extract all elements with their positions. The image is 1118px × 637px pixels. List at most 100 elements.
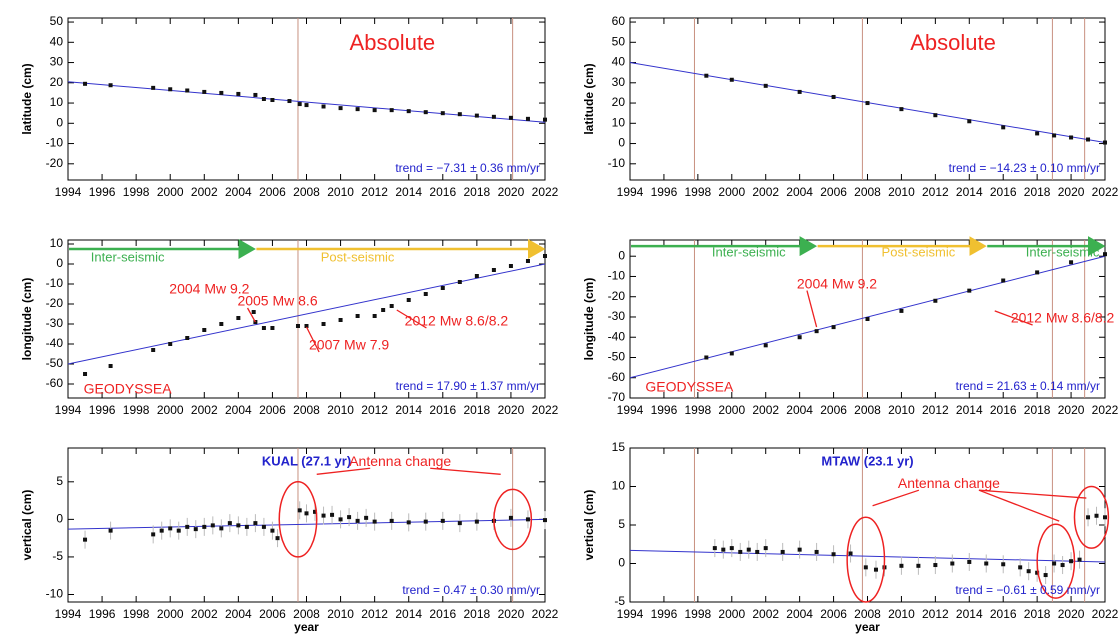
data-point [261, 524, 266, 529]
data-point [738, 549, 743, 554]
data-point [1060, 563, 1065, 568]
data-point [338, 517, 343, 522]
x-tick-label: 2004 [225, 403, 252, 417]
data-point [1069, 559, 1074, 564]
data-point [899, 107, 904, 112]
y-tick-label: 0 [56, 256, 63, 270]
data-point [950, 561, 955, 566]
x-tick-label: 2000 [157, 403, 184, 417]
annotation-leader [872, 489, 920, 507]
data-point [1052, 133, 1057, 138]
annotation-leader [978, 489, 1087, 499]
data-point [347, 515, 352, 520]
annotation: 2005 Mw 8.6 [237, 293, 317, 309]
data-point [933, 563, 938, 568]
data-point [168, 342, 173, 346]
data-point [168, 87, 173, 92]
data-point [108, 528, 113, 533]
data-point [355, 314, 360, 318]
x-tick-label: 2012 [361, 185, 388, 199]
data-point [899, 563, 904, 568]
data-point [304, 511, 309, 516]
x-tick-label: 2018 [1024, 185, 1051, 199]
x-tick-label: 2004 [786, 403, 813, 417]
y-tick-label: 60 [612, 14, 626, 28]
x-tick-label: 2012 [922, 403, 949, 417]
data-point [525, 517, 530, 522]
data-point [729, 77, 734, 82]
x-tick-label: 2010 [888, 403, 915, 417]
highlight-ellipse [493, 488, 533, 551]
trend-line [629, 549, 1106, 563]
trend-text: trend = 17.90 ± 1.37 mm/yr [396, 379, 540, 393]
x-tick-label: 2000 [157, 607, 184, 621]
data-point [389, 108, 394, 113]
data-point [423, 110, 428, 115]
y-tick-label: -20 [46, 296, 64, 310]
data-point [863, 565, 868, 570]
data-point [236, 316, 241, 320]
data-point [814, 329, 819, 334]
x-tick-label: 2008 [293, 607, 320, 621]
data-point [1035, 270, 1040, 275]
x-tick-label: 2002 [191, 607, 218, 621]
y-tick-label: 10 [612, 479, 626, 493]
data-point [261, 326, 266, 330]
x-axis-label: year [294, 620, 319, 634]
data-point [763, 343, 768, 348]
data-point [797, 89, 802, 94]
data-point [227, 521, 232, 526]
y-tick-label: 10 [50, 95, 64, 109]
annotation-leader [806, 290, 818, 328]
y-axis-label: longitude (cm) [20, 278, 34, 361]
data-point [297, 102, 302, 107]
data-point [193, 527, 198, 532]
data-point [440, 518, 445, 523]
y-tick-label: 5 [618, 517, 625, 531]
y-tick-label: 10 [50, 236, 64, 250]
y-tick-label: -10 [608, 269, 626, 283]
data-point [372, 108, 377, 113]
data-point [474, 113, 479, 118]
annotation-leader [396, 309, 427, 329]
x-tick-label: 2022 [532, 403, 559, 417]
y-tick-label: -70 [608, 390, 626, 404]
annotation: 2012 Mw 8.6/8.2 [405, 313, 509, 329]
x-tick-label: 1996 [651, 403, 678, 417]
data-point [933, 113, 938, 118]
y-tick-label: 50 [50, 14, 64, 28]
trend-text: trend = 21.63 ± 0.14 mm/yr [956, 379, 1100, 393]
y-axis-label: latitude (cm) [20, 63, 34, 134]
x-tick-label: 2012 [361, 403, 388, 417]
data-point [338, 106, 343, 111]
data-point [423, 519, 428, 524]
data-point [295, 324, 300, 328]
data-point [168, 526, 173, 531]
data-point [330, 512, 335, 517]
data-point [543, 518, 547, 523]
data-point [755, 549, 760, 554]
data-point [1018, 565, 1023, 570]
data-point [261, 97, 266, 101]
data-point [219, 526, 224, 531]
y-tick-label: -40 [608, 329, 626, 343]
data-point [253, 92, 258, 97]
x-tick-label: 2012 [922, 607, 949, 621]
y-tick-label: -30 [46, 316, 64, 330]
data-point [712, 546, 717, 551]
data-point [297, 508, 302, 513]
annotation: Inter-seismic [1026, 245, 1100, 260]
data-point [1086, 137, 1091, 142]
data-point [491, 268, 496, 272]
x-tick-label: 2004 [786, 185, 813, 199]
x-tick-label: 2018 [464, 185, 491, 199]
trend-text: trend = −0.61 ± 0.59 mm/yr [955, 583, 1100, 597]
panel-title: Absolute [910, 30, 996, 55]
x-tick-label: 2008 [854, 403, 881, 417]
data-point [151, 532, 156, 537]
x-tick-label: 2016 [429, 607, 456, 621]
y-tick-label: -60 [46, 376, 64, 390]
data-point [831, 94, 836, 99]
x-tick-label: 1998 [123, 607, 150, 621]
x-tick-label: 2022 [1092, 403, 1118, 417]
